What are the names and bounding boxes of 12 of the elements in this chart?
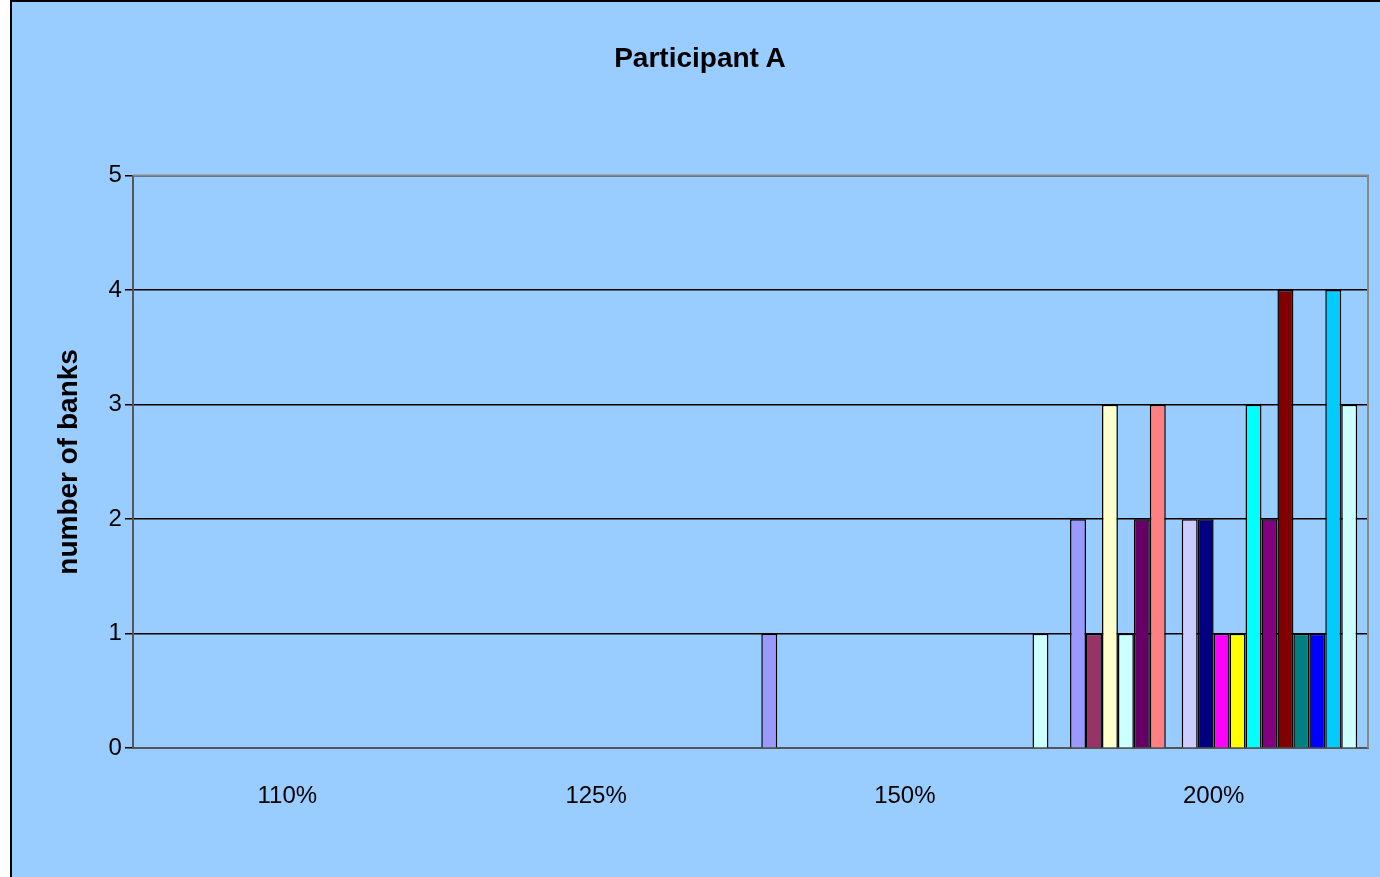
y-tick-label: 2	[108, 503, 122, 531]
y-tick-label: 4	[108, 274, 122, 302]
x-tick-label: 150%	[874, 781, 936, 809]
y-tick-label: 1	[108, 618, 122, 646]
x-tick-label: 125%	[565, 781, 627, 809]
y-tick-label: 5	[108, 160, 122, 188]
x-tick-label: 110%	[257, 781, 318, 809]
chart-title: Participant A	[614, 41, 786, 73]
y-axis-title: number of banks	[51, 349, 83, 575]
y-tick-label: 0	[108, 732, 122, 760]
x-tick-label: 200%	[1182, 781, 1245, 809]
y-tick-label: 3	[108, 389, 122, 417]
